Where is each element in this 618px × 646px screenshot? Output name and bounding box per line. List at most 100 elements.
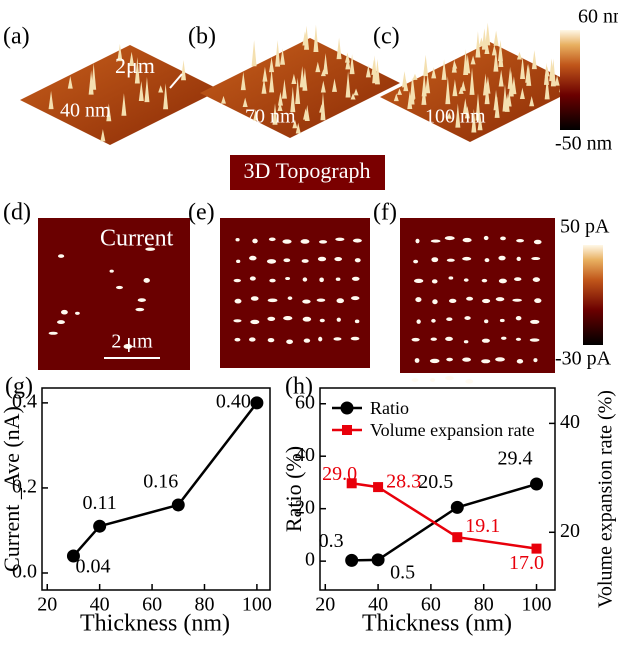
current-spot: [485, 258, 490, 262]
current-spot: [530, 320, 539, 324]
current-spot: [464, 316, 470, 320]
current-spot: [319, 277, 324, 282]
current-spot: [234, 279, 241, 282]
current-spot: [534, 298, 541, 303]
x-tick-label: 100: [242, 594, 272, 616]
value-label: 20.5: [418, 471, 453, 493]
current-spot: [304, 338, 310, 342]
current-spot: [319, 240, 327, 244]
current-spot: [496, 297, 505, 301]
current-spot: [416, 319, 420, 324]
current-spot: [249, 256, 256, 261]
marker: [172, 499, 184, 511]
current-spot: [481, 359, 490, 363]
current-spot: [446, 358, 453, 362]
current-spot: [144, 278, 150, 283]
x-tick-label: 100: [522, 594, 552, 616]
value-label: 28.3: [386, 471, 421, 493]
current-spot: [495, 357, 505, 361]
current-spot: [269, 237, 276, 241]
current-spot: [250, 276, 256, 280]
panel-label: (a): [3, 24, 30, 50]
scale-bar-label: 2 μm: [111, 331, 153, 353]
current-spot: [499, 279, 507, 284]
marker: [251, 397, 263, 409]
y2-axis-title: Volume expansion rate (%): [595, 390, 617, 608]
y-axis-title: Current _Ave (nA): [0, 406, 24, 572]
marker: [373, 482, 383, 492]
legend-item: Volume expansion rate: [370, 419, 550, 469]
current-spot: [251, 296, 259, 300]
marker: [346, 554, 358, 566]
current-map: [400, 218, 555, 373]
marker: [451, 501, 463, 513]
current-spot: [58, 254, 64, 258]
topography-spike: [252, 40, 257, 66]
current-spot: [61, 310, 68, 315]
current-spot: [301, 239, 310, 244]
current-spot: [445, 236, 455, 240]
current-spot: [285, 277, 290, 280]
current-spot: [464, 278, 469, 281]
current-spot: [431, 338, 437, 341]
marker: [452, 532, 462, 542]
current-spot: [445, 337, 453, 341]
current-spot: [431, 240, 441, 243]
current-title: Current: [100, 226, 174, 252]
current-spot: [355, 258, 361, 262]
current-spot: [283, 316, 292, 320]
current-spot: [447, 259, 455, 262]
current-spot: [235, 238, 239, 241]
current-spot: [353, 239, 362, 243]
current-spot: [57, 320, 65, 324]
current-spot: [302, 259, 309, 263]
current-spot: [533, 358, 537, 362]
thickness-label: 70 nm: [245, 106, 296, 128]
topography-spike: [402, 71, 407, 87]
current-spot: [516, 316, 522, 320]
current-spot: [446, 317, 452, 321]
legend-marker: [341, 402, 353, 414]
colorbar-min: -30 pA: [555, 348, 612, 370]
current-spot: [415, 297, 421, 302]
current-spot: [448, 276, 453, 279]
current-spot: [449, 299, 456, 303]
current-spot: [430, 359, 440, 363]
current-spot: [352, 277, 360, 281]
current-spot: [533, 277, 540, 282]
value-label: 0.16: [143, 471, 178, 493]
current-spot: [267, 259, 276, 264]
current-spot: [500, 319, 505, 322]
colorbar: [583, 245, 603, 345]
current-spot: [235, 299, 242, 304]
line: [352, 484, 537, 560]
caption: 3D Topograph: [244, 158, 371, 183]
current-spot: [431, 319, 436, 323]
topography-spike: [517, 52, 522, 60]
colorbar-max: 60 nm: [578, 6, 618, 28]
current-spot: [286, 339, 293, 344]
current-spot: [534, 240, 542, 244]
current-spot: [337, 298, 344, 303]
current-spot: [267, 317, 275, 321]
current-spot: [252, 239, 257, 244]
x-axis-title: Thickness (nm): [362, 611, 512, 637]
topography-spike: [532, 50, 537, 69]
current-spot: [415, 239, 419, 244]
current-spot: [75, 312, 80, 315]
legend-label: Volume expansion rate: [370, 419, 545, 441]
thickness-label: 100 nm: [425, 106, 486, 128]
current-spot: [498, 256, 505, 261]
current-spot: [412, 338, 420, 342]
current-spot: [413, 260, 418, 264]
current-spot: [432, 279, 438, 283]
legend-marker: [342, 425, 352, 435]
current-spot: [318, 257, 326, 262]
current-spot: [512, 299, 522, 302]
topography-surface: [200, 38, 400, 138]
current-spot: [333, 337, 341, 340]
current-spot: [317, 298, 326, 301]
colorbar: [560, 30, 580, 130]
value-label: 29.0: [322, 463, 357, 485]
current-spot: [334, 257, 342, 261]
